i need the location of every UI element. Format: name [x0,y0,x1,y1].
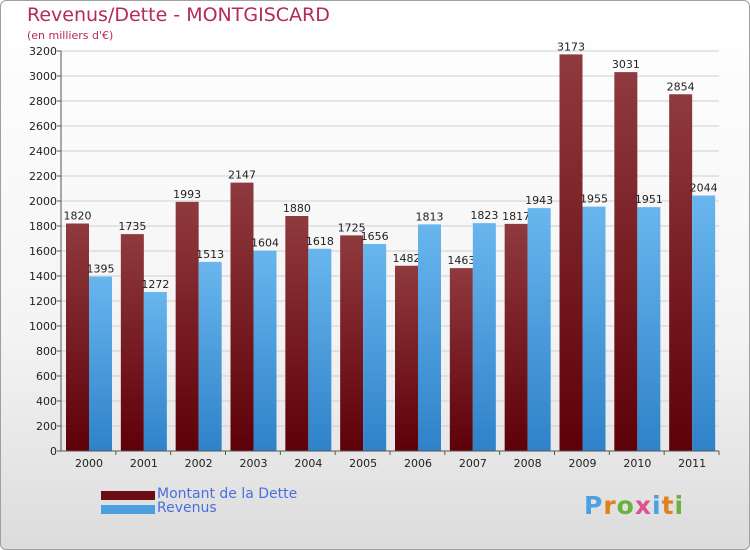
data-label-dette-2002: 1993 [173,188,201,201]
bar-dette-2007 [449,268,473,451]
y-tick-label-1800: 1800 [29,220,57,233]
data-label-dette-2005: 1725 [338,221,366,234]
data-label-dette-2010: 3031 [612,58,640,71]
data-label-revenus-2007: 1823 [470,209,498,222]
bar-revenus-2003 [253,250,277,451]
bar-revenus-2006 [418,224,441,451]
logo-letter: x [634,491,652,520]
logo-letter: o [616,491,635,520]
x-tick-label-2006: 2006 [404,457,432,470]
x-tick-label-2007: 2007 [459,457,487,470]
bar-dette-2002 [175,201,199,451]
x-tick-label-2008: 2008 [514,457,542,470]
legend-label-revenus: Revenus [157,500,217,516]
x-axis: 2000 2001 2002 2003 2004 2005 2006 2007 2008 2009… [61,450,720,470]
logo-letter: r [603,491,617,520]
data-label-revenus-2004: 1618 [306,235,334,248]
bar-dette-2005 [340,235,364,451]
y-tick-label-2800: 2800 [29,95,57,108]
x-tick-label-2002: 2002 [185,457,213,470]
bar-revenus-2000 [89,276,112,451]
bar-dette-2009 [559,54,583,451]
data-label-revenus-2009: 1955 [580,193,608,206]
data-label-revenus-2003: 1604 [251,237,279,250]
y-tick-label-2200: 2200 [29,170,57,183]
bar-dette-2000 [66,223,89,451]
data-label-dette-2004: 1880 [283,202,311,215]
bar-dette-2004 [285,216,309,451]
bar-dette-2001 [120,234,144,451]
logo-letter: P [584,491,604,520]
logo-letter: t [661,491,675,520]
bar-revenus-2011 [692,195,716,451]
bar-dette-2006 [395,265,418,451]
y-axis: 0 200 400 600 800 1000 1200 1400 1600 1800 2000 220… [29,45,62,458]
bar-revenus-2005 [363,244,387,451]
bar-revenus-2002 [198,261,222,451]
bar-revenus-2007 [472,223,496,451]
data-label-revenus-2000: 1395 [87,263,115,276]
data-label-revenus-2011: 2044 [690,182,718,195]
data-label-dette-2006: 1482 [393,252,421,265]
bar-dette-2011 [669,94,693,451]
data-label-revenus-2002: 1513 [196,248,224,261]
bar-dette-2010 [614,72,638,451]
x-tick-label-2010: 2010 [623,457,651,470]
bar-revenus-2010 [637,207,661,451]
proxiti-logo: Proxiti [584,491,684,520]
x-tick-label-2005: 2005 [349,457,377,470]
x-tick-label-2011: 2011 [678,457,706,470]
y-tick-label-3000: 3000 [29,70,57,83]
bar-revenus-2001 [143,292,167,451]
data-label-dette-2007: 1463 [447,254,475,267]
grid-lines [61,50,719,452]
data-label-revenus-2001: 1272 [141,278,169,291]
data-label-dette-2001: 1735 [118,220,146,233]
bar-revenus-2004 [308,248,332,451]
data-label-dette-2011: 2854 [667,80,695,93]
data-label-dette-2009: 3173 [557,40,585,53]
data-label-dette-2003: 2147 [228,169,256,182]
chart-title: Revenus/Dette - MONTGISCARD [27,4,330,26]
y-tick-label-1400: 1400 [29,270,57,283]
x-tick-label-2001: 2001 [130,457,158,470]
y-tick-label-2400: 2400 [29,145,57,158]
data-label-revenus-2008: 1943 [525,194,553,207]
y-tick-label-2000: 2000 [29,195,57,208]
x-tick-label-2004: 2004 [294,457,322,470]
bar-revenus-2008 [527,208,551,451]
x-tick-label-2003: 2003 [240,457,268,470]
x-tick-label-2000: 2000 [75,457,103,470]
logo-letter: i [674,491,685,520]
bar-dette-2008 [504,223,528,451]
data-label-dette-2008: 1817 [502,210,530,223]
y-tick-label-1200: 1200 [29,295,57,308]
bar-dette-2003 [230,182,254,451]
y-tick-label-800: 800 [36,345,57,358]
legend-swatch-revenus [101,505,155,514]
y-tick-label-1000: 1000 [29,320,57,333]
y-tick-label-200: 200 [36,420,57,433]
y-tick-label-3200: 3200 [29,45,57,58]
logo-letter: i [652,491,662,520]
x-tick-label-2009: 2009 [569,457,597,470]
data-label-revenus-2006: 1813 [416,210,444,223]
y-tick-label-400: 400 [36,395,57,408]
bar-revenus-2009 [582,206,606,451]
y-tick-label-1600: 1600 [29,245,57,258]
bars: 1820 1395 1735 1272 1993 1513 2147 1604 1880 1618… [64,40,718,451]
y-tick-label-600: 600 [36,370,57,383]
chart-subtitle: (en milliers d'€) [27,29,114,42]
data-label-revenus-2005: 1656 [361,230,389,243]
data-label-revenus-2010: 1951 [635,193,663,206]
y-tick-label-2600: 2600 [29,120,57,133]
legend-label-dette: Montant de la Dette [157,486,298,502]
data-label-dette-2000: 1820 [64,210,92,223]
y-tick-label-0: 0 [50,445,57,458]
legend-swatch-dette [101,491,155,500]
